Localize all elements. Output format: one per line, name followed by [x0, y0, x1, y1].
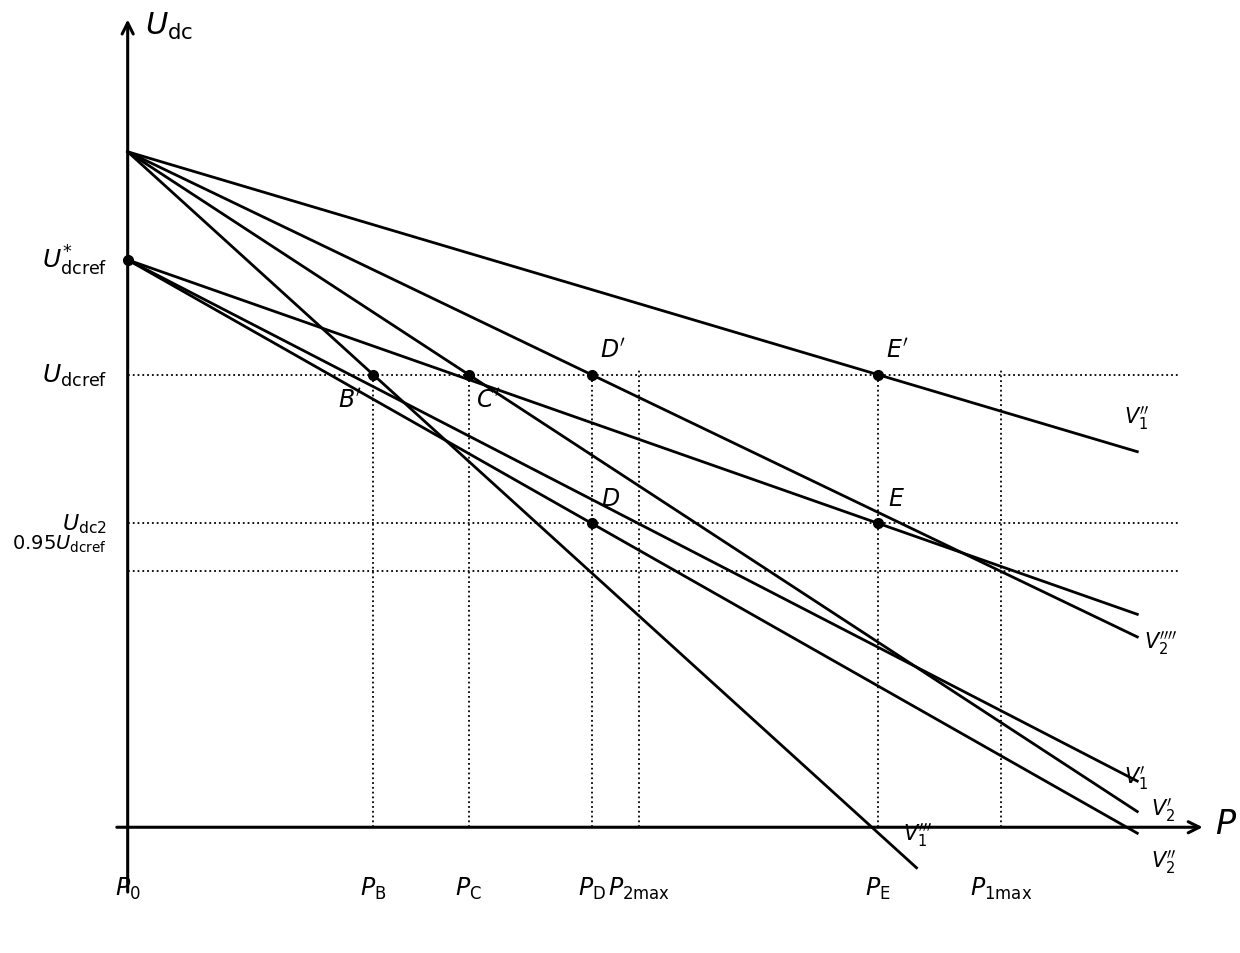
Text: $V_2'$: $V_2'$ [1151, 795, 1176, 822]
Text: $D'$: $D'$ [600, 338, 626, 362]
Text: $U_{\rm dcref}$: $U_{\rm dcref}$ [42, 362, 107, 389]
Text: $P_{\rm D}$: $P_{\rm D}$ [578, 875, 605, 901]
Text: $P_{\rm 2max}$: $P_{\rm 2max}$ [609, 875, 671, 901]
Text: $0.95U_{\rm dcref}$: $0.95U_{\rm dcref}$ [12, 533, 107, 554]
Text: $E'$: $E'$ [887, 338, 909, 362]
Text: $P_{\rm E}$: $P_{\rm E}$ [866, 875, 890, 901]
Text: $U^{*}_{\rm dcref}$: $U^{*}_{\rm dcref}$ [42, 244, 107, 277]
Text: $P_{\rm B}$: $P_{\rm B}$ [360, 875, 387, 901]
Text: $U_{\rm dc}$: $U_{\rm dc}$ [145, 10, 193, 42]
Text: $B'$: $B'$ [339, 389, 362, 413]
Text: $P_{\rm C}$: $P_{\rm C}$ [455, 875, 482, 901]
Text: $D$: $D$ [601, 487, 620, 510]
Text: $V_1'''$: $V_1'''$ [903, 820, 932, 847]
Text: $P_0$: $P_0$ [115, 875, 140, 901]
Text: $U_{\rm dc2}$: $U_{\rm dc2}$ [62, 512, 107, 536]
Text: $V_1''$: $V_1''$ [1123, 404, 1149, 432]
Text: $P$: $P$ [1215, 808, 1238, 840]
Text: $V_2''$: $V_2''$ [1151, 847, 1177, 875]
Text: $C'$: $C'$ [476, 389, 500, 413]
Text: $V_2''''$: $V_2''''$ [1145, 628, 1178, 656]
Text: $P_{\rm 1max}$: $P_{\rm 1max}$ [970, 875, 1032, 901]
Text: $E$: $E$ [888, 487, 904, 510]
Text: $V_1'$: $V_1'$ [1123, 763, 1148, 792]
